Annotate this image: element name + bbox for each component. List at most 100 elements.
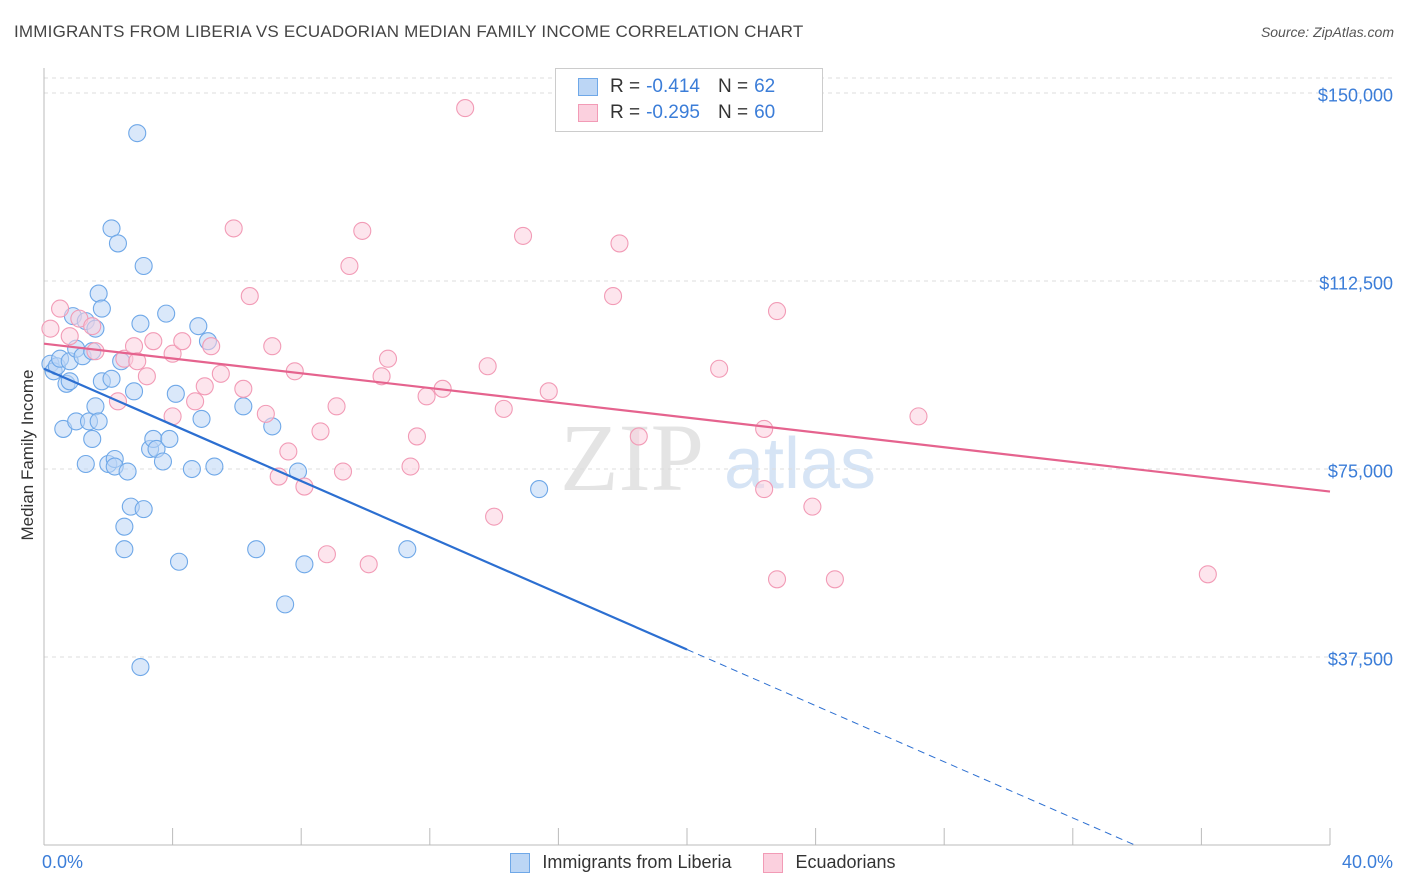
ecuadorian-point [456,99,475,118]
ecuadorian-point [610,234,629,253]
liberia-point [76,454,95,474]
ecuadorian-point [407,427,426,446]
liberia-point [530,480,549,499]
liberia-point [89,284,108,303]
liberia-point [153,452,173,471]
ecuadorian-point [83,317,102,336]
ecuadorian-point [629,427,648,446]
ecuadorian-point [478,357,497,376]
legend-n-value: 60 [754,102,776,123]
chart-title: IMMIGRANTS FROM LIBERIA VS ECUADORIAN ME… [14,22,804,41]
ecuadorian-point [539,382,558,401]
ecuadorian-point [909,407,928,426]
ecuadorian-point [710,359,729,378]
ecuadorian-point [51,299,70,318]
ecuadorian-point [211,364,230,383]
liberia-point [134,256,153,276]
ecuadorian-point [767,570,787,589]
liberia-point [205,457,224,476]
legend-label-ecuadorians: Ecuadorians [795,852,896,872]
watermark: ZIP atlas [560,404,876,511]
ecuadorian-point [359,555,378,574]
series-legend: Immigrants from Liberia Ecuadorians [0,852,1406,873]
legend-n-label: N = [717,76,749,97]
ecuadorian-point [256,404,275,423]
legend-item-liberia: Immigrants from Liberia [510,852,731,873]
liberia-point [131,314,150,333]
ecuadorian-point [378,349,398,368]
x-tick-min: 0.0% [42,852,84,872]
data-points [41,99,1217,677]
x-tick-max: 40.0% [1341,852,1393,872]
y-tick-label: $150,000 [1317,85,1393,106]
ecuadorian-point [1198,565,1217,584]
ecuadorian-point [333,462,353,481]
ecuadorian-point [173,332,192,351]
liberia-point [276,595,295,614]
liberia-trend-line [43,367,688,651]
ecuadorian-point [124,337,144,356]
ecuadorian-point [128,352,147,371]
ecuadorian-point [224,219,243,238]
legend-r-value: -0.414 [646,76,700,97]
correlation-legend: R = -0.414 N = 62 R = -0.295 N = 60 [555,68,823,132]
ecuadorian-point [825,570,844,589]
trend-lines [43,342,1331,847]
liberia-point [134,500,153,519]
ecuadorian-point [803,497,822,516]
liberia-point [234,397,253,416]
liberia-point [118,462,137,481]
legend-r-label: R = [610,102,641,123]
legend-swatch-blue [578,78,598,96]
ecuadorian-point [485,507,504,526]
ecuadorian-point [417,387,436,406]
ecuadorian-point [202,337,221,356]
ecuadorian-point [353,221,372,240]
liberia-point [60,372,79,391]
ecuadorian-point [327,397,346,416]
axes [43,68,1331,846]
legend-r-value: -0.295 [646,102,700,123]
ecuadorian-point [340,256,359,276]
liberia-point [89,412,108,431]
liberia-point [160,429,179,448]
y-tick-label: $112,500 [1319,273,1393,294]
liberia-point [182,459,201,479]
liberia-point [102,369,121,388]
liberia-point [166,384,185,403]
ecuadorian-point [317,545,336,564]
legend-n-value: 62 [754,76,776,97]
legend-r-label: R = [610,76,641,97]
liberia-point [83,429,102,448]
liberia-point [131,657,150,677]
ecuadorian-point [767,302,787,321]
liberia-point [115,540,134,559]
ecuadorian-point [41,319,60,338]
legend-swatch-pink [578,104,598,122]
ecuadorian-point [240,287,259,306]
liberia-point [157,304,176,323]
ecuadorian-point [513,226,533,245]
ecuadorian-point [60,327,79,346]
legend-swatch-blue [510,852,531,873]
liberia-point [295,555,314,574]
legend-row-liberia: R = -0.414 N = 62 [578,75,781,99]
liberia-point [108,234,127,253]
liberia-point [128,124,147,143]
liberia-point [398,540,417,559]
ecuadorian-point [234,379,253,398]
ecuadorian-point [755,480,774,499]
liberia-point [169,552,189,571]
ecuadorian-point [144,332,163,351]
liberia-point [124,382,144,401]
ecuadorian-point [263,337,282,356]
ecuadorian-point [401,457,420,476]
legend-n-label: N = [717,102,749,123]
liberia-point [115,517,134,536]
ecuadorian-point [137,367,156,386]
watermark-zip: ZIP [560,404,704,511]
ecuadorian-point [372,367,391,386]
ecuadorian-point [186,392,205,411]
legend-item-ecuadorians: Ecuadorians [763,852,896,873]
